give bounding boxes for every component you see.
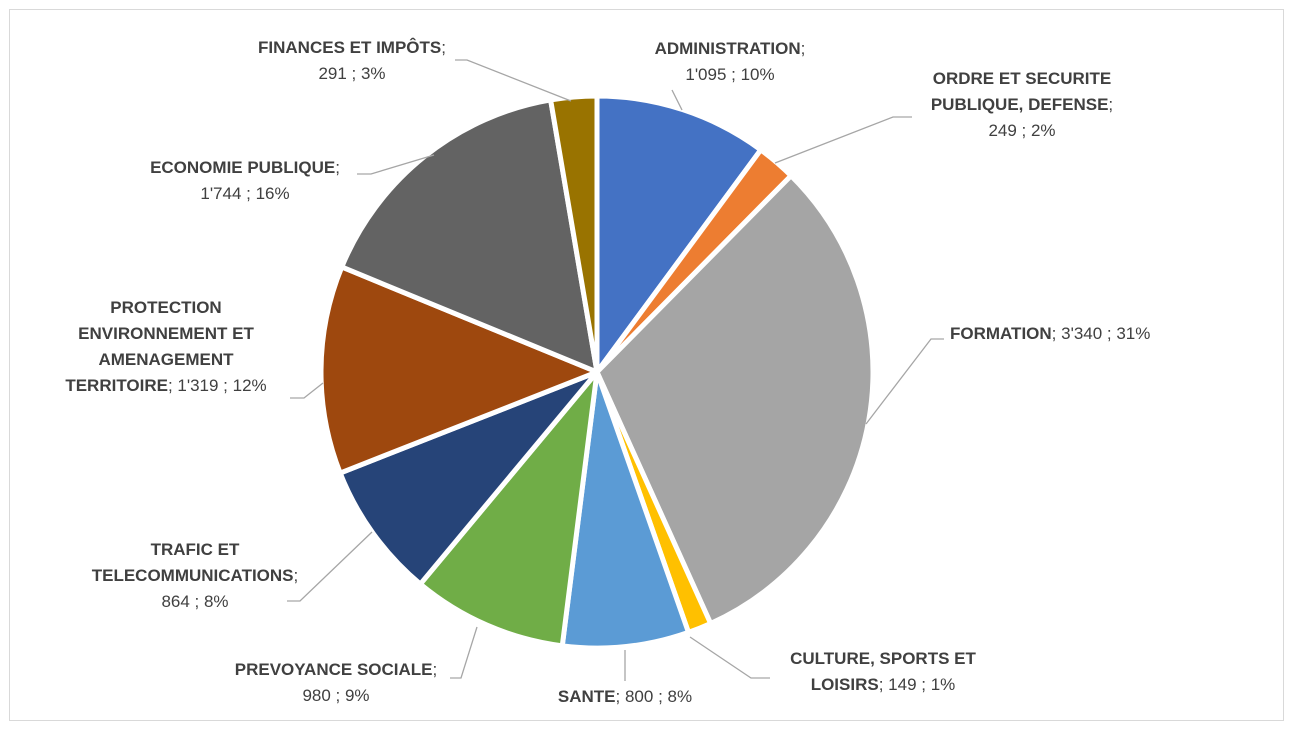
- data-label-formation: FORMATION; 3'340 ; 31%: [950, 324, 1150, 343]
- data-label-administration: ADMINISTRATION; 1'095 ; 10%: [655, 39, 806, 84]
- pie-slice-prevoyance-sociale: [417, 369, 600, 649]
- data-label-prevoyance-sociale: PREVOYANCE SOCIALE; 980 ; 9%: [235, 660, 437, 705]
- leader-line-finances-et-imp-ts: [455, 59, 572, 102]
- leader-line-prevoyance-sociale: [450, 626, 478, 679]
- data-label-ordre-et-securite-publique-defense: ORDRE ET SECURITE PUBLIQUE, DEFENSE; 249 ;…: [931, 69, 1113, 140]
- pie-slice-trafic-et-telecommunications: [337, 369, 600, 587]
- leader-line-culture-sports-et-loisirs: [689, 636, 770, 679]
- pie-slice-administration: [594, 93, 764, 375]
- pie-slice-sante: [559, 369, 691, 651]
- data-label-economie-publique: ECONOMIE PUBLIQUE; 1'744 ; 16%: [150, 158, 340, 203]
- pie-slice-economie-publique: [339, 97, 600, 375]
- data-label-finances-et-imp-ts: FINANCES ET IMPÔTS; 291 ; 3%: [258, 38, 446, 83]
- data-label-protection-environnement-et-amenagement-territoire: PROTECTION ENVIRONNEMENT ET AMENAGEMENT TER…: [65, 298, 266, 395]
- leader-line-ordre-et-securite-publique-defense: [774, 116, 912, 164]
- data-label-culture-sports-et-loisirs: CULTURE, SPORTS ET LOISIRS; 149 ; 1%: [790, 649, 976, 694]
- leader-line-protection-environnement-et-amenagement-territoire: [290, 382, 324, 399]
- data-label-sante: SANTE; 800 ; 8%: [558, 687, 692, 706]
- leader-line-formation: [865, 338, 944, 425]
- leader-line-trafic-et-telecommunications: [287, 531, 373, 602]
- data-label-trafic-et-telecommunications: TRAFIC ET TELECOMMUNICATIONS; 864 ; 8%: [92, 540, 299, 611]
- leader-line-economie-publique: [357, 154, 435, 175]
- leader-line-administration: [671, 89, 683, 111]
- pie-slice-protection-environnement-et-amenagement-territoire: [318, 264, 600, 476]
- pie-slice-finances-et-imp-ts: [548, 93, 600, 375]
